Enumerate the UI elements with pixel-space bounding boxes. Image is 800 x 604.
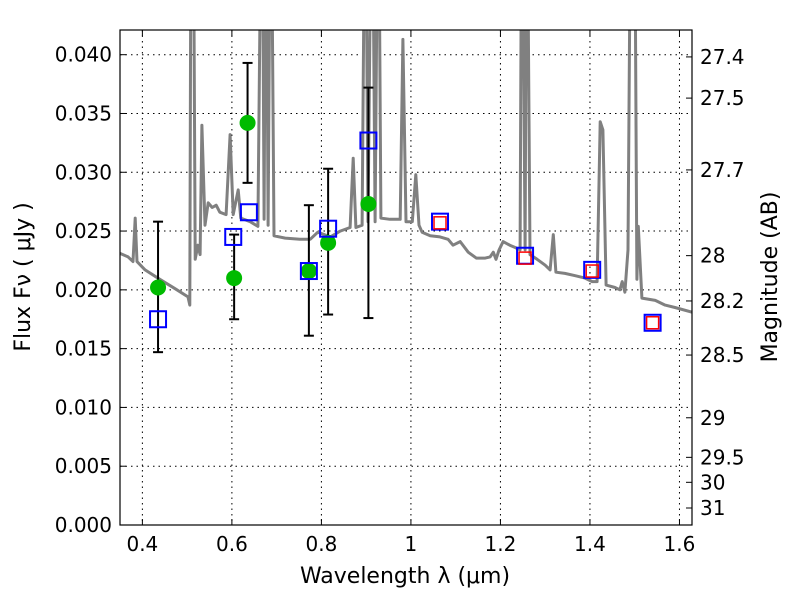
observed-point bbox=[300, 263, 317, 280]
right-tick-label: 27.7 bbox=[700, 158, 745, 182]
y-axis-label: Flux Fν ( μJy ) bbox=[11, 202, 36, 351]
y-tick-label: 0.035 bbox=[55, 101, 112, 125]
right-tick-label: 29 bbox=[700, 406, 725, 430]
model-point-red bbox=[518, 251, 532, 265]
right-tick-label: 27.4 bbox=[700, 45, 745, 69]
model-point-blue bbox=[149, 310, 168, 329]
right-tick-label: 31 bbox=[700, 496, 725, 520]
spectrum-line bbox=[120, 30, 692, 314]
model-point-blue bbox=[583, 260, 602, 279]
model-point-blue bbox=[359, 131, 378, 150]
model-point-blue bbox=[299, 262, 318, 281]
x-tick-label: 0.6 bbox=[216, 532, 248, 556]
right-tick-label: 27.5 bbox=[700, 86, 745, 110]
observed-point bbox=[226, 270, 243, 287]
model-point-blue bbox=[319, 219, 338, 238]
right-axis-label: Magnitude (AB) bbox=[758, 192, 783, 363]
x-tick-label: 1 bbox=[405, 532, 418, 556]
x-tick-label: 1.2 bbox=[485, 532, 517, 556]
x-tick-label: 1.4 bbox=[574, 532, 606, 556]
y-tick-label: 0.005 bbox=[55, 454, 112, 478]
right-tick-label: 28.5 bbox=[700, 343, 745, 367]
model-point-red bbox=[585, 264, 599, 278]
observed-point bbox=[360, 196, 377, 213]
model-point-red bbox=[645, 316, 660, 330]
y-tick-label: 0.020 bbox=[55, 278, 112, 302]
x-tick-label: 0.8 bbox=[306, 532, 338, 556]
y-tick-label: 0.015 bbox=[55, 337, 112, 361]
observed-point bbox=[150, 279, 167, 296]
x-axis-label: Wavelength λ (μm) bbox=[300, 564, 510, 589]
right-tick-label: 28.2 bbox=[700, 289, 745, 313]
x-tick-label: 0.4 bbox=[126, 532, 158, 556]
x-tick-label: 1.6 bbox=[664, 532, 696, 556]
y-tick-label: 0.030 bbox=[55, 160, 112, 184]
y-tick-label: 0.040 bbox=[55, 43, 112, 67]
model-point-red bbox=[433, 216, 447, 230]
model-point-blue bbox=[239, 203, 258, 222]
model-point-blue bbox=[643, 313, 662, 332]
y-tick-label: 0.010 bbox=[55, 395, 112, 419]
y-tick-label: 0.000 bbox=[55, 513, 112, 537]
plot-frame bbox=[119, 29, 693, 526]
model-point-blue bbox=[224, 227, 243, 246]
right-tick-label: 29.5 bbox=[700, 445, 745, 469]
y-tick-label: 0.025 bbox=[55, 219, 112, 243]
right-tick-label: 30 bbox=[700, 470, 725, 494]
plot-area bbox=[120, 30, 692, 354]
axes: 0.4 0.6 0.8 1 1.2 1.4 1.6 0.000 0.005 0.010 0.015 0… bbox=[55, 30, 745, 556]
model-point-blue bbox=[431, 212, 450, 231]
observed-point bbox=[239, 114, 256, 131]
right-tick-label: 28 bbox=[700, 244, 725, 268]
observed-point bbox=[320, 234, 337, 251]
